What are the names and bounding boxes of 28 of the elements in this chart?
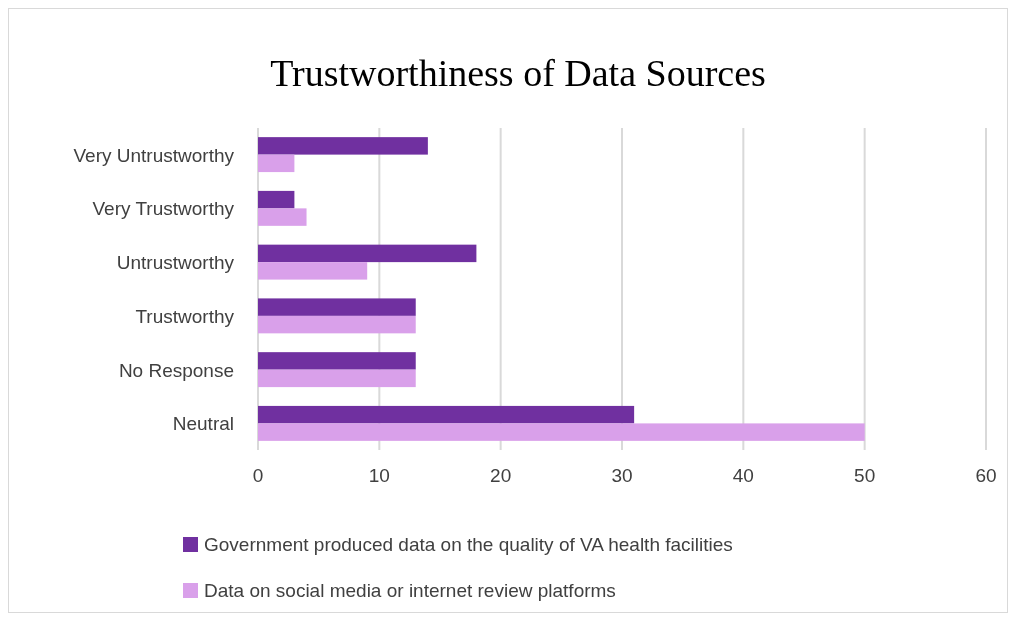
- bar: [258, 369, 416, 388]
- bar: [258, 298, 416, 316]
- bar: [258, 352, 416, 370]
- legend-label: Government produced data on the quality of VA health facilities: [204, 534, 733, 555]
- bar: [258, 244, 477, 263]
- x-tick-label: 10: [368, 465, 390, 486]
- bar: [258, 154, 295, 173]
- x-tick-label: 20: [490, 465, 512, 486]
- x-tick-label: 50: [854, 465, 876, 486]
- x-tick-label: 30: [611, 465, 633, 486]
- x-tick-label: 0: [252, 465, 264, 486]
- legend-label: Data on social media or internet review platforms: [204, 580, 616, 601]
- bar: [258, 405, 635, 424]
- x-tick-label: 60: [975, 465, 997, 486]
- y-tick-label: Trustworthy: [135, 305, 235, 327]
- y-tick-label: Untrustworthy: [116, 252, 235, 274]
- y-tick-label: Very Untrustworthy: [73, 144, 235, 166]
- bar: [258, 190, 295, 209]
- y-tick-label: No Response: [118, 359, 234, 381]
- bar: [258, 262, 368, 280]
- chart-title: Trustworthiness of Data Sources: [270, 52, 766, 94]
- bar: [258, 315, 416, 334]
- y-tick-label: Very Trustworthy: [92, 198, 235, 220]
- y-tick-label: Neutral: [172, 413, 234, 435]
- x-tick-label: 40: [732, 465, 754, 486]
- bar: [258, 137, 428, 155]
- bar: [258, 208, 307, 226]
- bar: [258, 423, 865, 441]
